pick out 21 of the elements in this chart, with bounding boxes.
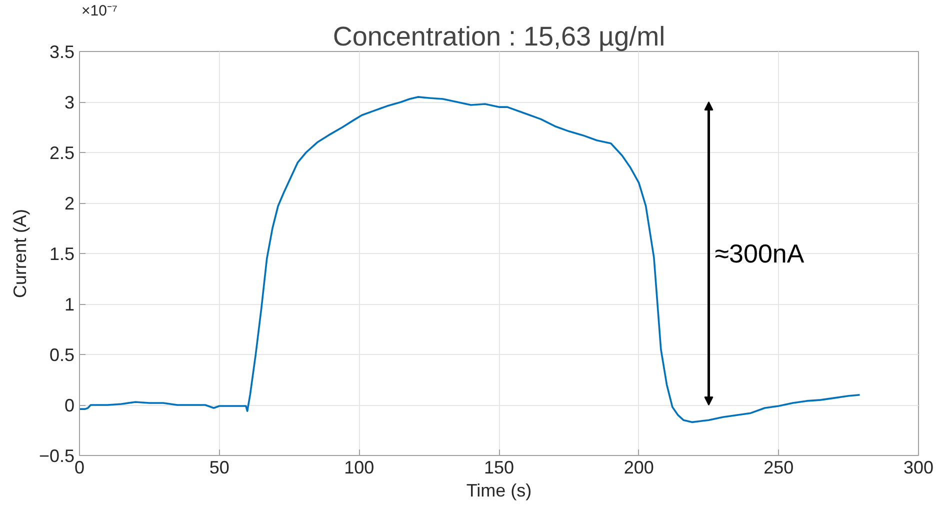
y-tick-label: 3 [64,92,75,112]
y-tick-label: 0 [64,396,75,416]
x-tick-label: 100 [344,458,374,478]
annotation: ≈300nA [714,238,805,268]
y-tick-label: 3.5 [49,42,75,62]
y-tick-label: 1.5 [49,244,75,264]
chart-title: Concentration : 15,63 µg/ml [332,22,666,52]
x-tick-label: 50 [209,458,230,478]
x-tick-label: 150 [484,458,514,478]
y-tick-label: −0.5 [38,446,75,466]
y-tick-label: 0.5 [49,345,75,365]
line-series [80,96,861,424]
x-tick-label: 250 [764,458,794,478]
text: ×10⁻⁷ [82,2,118,20]
y-axis-title: Current (A) [10,208,30,298]
y-tick-label: 2 [64,194,75,214]
x-axis-title: Time (s) [466,480,532,500]
x-tick-label: 300 [903,458,934,478]
y-tick-label: 1 [64,294,75,314]
y-tick-label: 2.5 [49,143,75,163]
x-tick-label: 200 [624,458,654,478]
